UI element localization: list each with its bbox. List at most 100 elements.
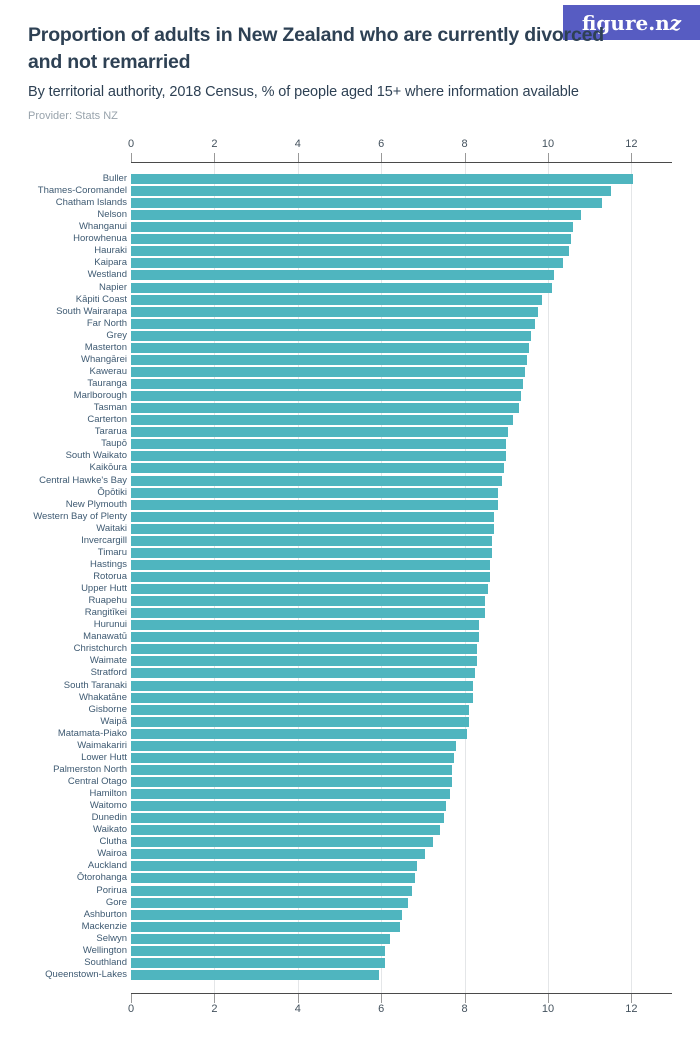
category-label: Waipā bbox=[100, 715, 127, 727]
bar-row: Wellington bbox=[0, 945, 700, 957]
category-label: Stratford bbox=[90, 667, 127, 679]
bar bbox=[131, 270, 555, 281]
category-label: Tasman bbox=[93, 402, 127, 414]
x-tick-mark bbox=[214, 994, 216, 1003]
category-label: Dunedin bbox=[91, 812, 127, 824]
x-tick-mark bbox=[381, 994, 383, 1003]
category-label: Horowhenua bbox=[73, 233, 127, 245]
bar bbox=[131, 246, 569, 257]
bar bbox=[131, 571, 490, 582]
category-label: Waimakariri bbox=[77, 739, 127, 751]
category-label: Napier bbox=[99, 281, 127, 293]
category-label: Grey bbox=[106, 329, 127, 341]
bar-row: Upper Hutt bbox=[0, 583, 700, 595]
bar-row: Hauraki bbox=[0, 245, 700, 257]
x-tick-label: 4 bbox=[294, 1003, 301, 1015]
category-label: Rotorua bbox=[93, 570, 127, 582]
category-label: Waitaki bbox=[96, 522, 127, 534]
category-label: Upper Hutt bbox=[81, 583, 127, 595]
x-tick-label: 2 bbox=[211, 1003, 218, 1015]
bar-row: South Wairarapa bbox=[0, 306, 700, 318]
bar-row: Waipā bbox=[0, 716, 700, 728]
bar-row: Tauranga bbox=[0, 378, 700, 390]
bar bbox=[131, 752, 455, 763]
bar bbox=[131, 511, 494, 522]
bar-row: Wairoa bbox=[0, 848, 700, 860]
category-label: Central Otago bbox=[67, 776, 127, 788]
bar bbox=[131, 198, 603, 209]
bar-row: Ōtorohanga bbox=[0, 872, 700, 884]
category-label: New Plymouth bbox=[65, 498, 127, 510]
bar-row: Rotorua bbox=[0, 571, 700, 583]
bar bbox=[131, 439, 507, 450]
x-tick-label: 0 bbox=[127, 138, 135, 150]
provider-label: Provider: Stats NZ bbox=[28, 110, 118, 122]
bar bbox=[131, 391, 521, 402]
chart-subtitle: By territorial authority, 2018 Census, %… bbox=[28, 84, 579, 100]
bar bbox=[131, 764, 453, 775]
category-label: Selwyn bbox=[96, 932, 127, 944]
bar bbox=[131, 777, 453, 787]
bar bbox=[131, 379, 523, 390]
bar bbox=[131, 921, 400, 932]
category-label: Lower Hutt bbox=[81, 751, 127, 763]
bar bbox=[131, 584, 488, 595]
bar-row: Whakatāne bbox=[0, 692, 700, 704]
bar bbox=[131, 861, 417, 872]
category-label: Hauraki bbox=[94, 245, 127, 257]
bar bbox=[131, 945, 386, 956]
bar bbox=[131, 174, 634, 184]
bar-row: Hastings bbox=[0, 559, 700, 571]
bar-row: Marlborough bbox=[0, 390, 700, 402]
category-label: Queenstown-Lakes bbox=[45, 968, 127, 980]
x-tick-label: 6 bbox=[378, 1003, 385, 1015]
bar-row: Masterton bbox=[0, 342, 700, 354]
bar-row: Tararua bbox=[0, 426, 700, 438]
bar bbox=[131, 330, 532, 341]
page-title-line-1: Proportion of adults in New Zealand who … bbox=[28, 24, 604, 46]
bar-row: Taupō bbox=[0, 438, 700, 450]
bar bbox=[131, 897, 409, 908]
bar-row: Ōpōtiki bbox=[0, 487, 700, 499]
bar-row: Palmerston North bbox=[0, 764, 700, 776]
bar-row: Gore bbox=[0, 897, 700, 909]
bar-row: Lower Hutt bbox=[0, 752, 700, 764]
category-label: Rangitīkei bbox=[84, 607, 127, 619]
x-tick-mark bbox=[631, 153, 633, 162]
category-label: Hurunui bbox=[93, 619, 127, 631]
bar-row: Christchurch bbox=[0, 643, 700, 655]
bar bbox=[131, 535, 492, 546]
category-label: Waitomo bbox=[89, 800, 127, 812]
bar-row: Hamilton bbox=[0, 788, 700, 800]
category-label: Auckland bbox=[87, 860, 127, 872]
bar-row: South Taranaki bbox=[0, 680, 700, 692]
bar bbox=[131, 523, 494, 534]
bar bbox=[131, 668, 476, 679]
bar-row: Clutha bbox=[0, 836, 700, 848]
bar-row: Porirua bbox=[0, 885, 700, 897]
category-label: Far North bbox=[86, 317, 127, 329]
bar-row: Grey bbox=[0, 330, 700, 342]
bar bbox=[131, 692, 473, 703]
category-label: Mackenzie bbox=[81, 920, 127, 932]
x-tick-mark bbox=[631, 994, 633, 1003]
figure-nz-logo[interactable]: figure.n z bbox=[563, 5, 700, 40]
category-label: Nelson bbox=[97, 209, 127, 221]
bar bbox=[131, 680, 473, 691]
bar bbox=[131, 849, 425, 860]
category-label: Hastings bbox=[90, 558, 127, 570]
bar bbox=[131, 801, 446, 812]
category-label: Western Bay of Plenty bbox=[33, 510, 127, 522]
bar bbox=[131, 909, 403, 920]
x-tick-mark bbox=[464, 153, 466, 162]
category-label: Kawerau bbox=[89, 365, 128, 377]
category-label: Kaipara bbox=[94, 257, 127, 269]
category-label: Tauranga bbox=[87, 378, 127, 390]
bar bbox=[131, 933, 390, 944]
category-label: Timaru bbox=[97, 546, 127, 558]
category-label: Masterton bbox=[84, 341, 127, 353]
bar bbox=[131, 656, 478, 667]
category-label: South Waikato bbox=[65, 450, 127, 462]
category-label: Chatham Islands bbox=[55, 197, 127, 209]
bar bbox=[131, 728, 467, 739]
